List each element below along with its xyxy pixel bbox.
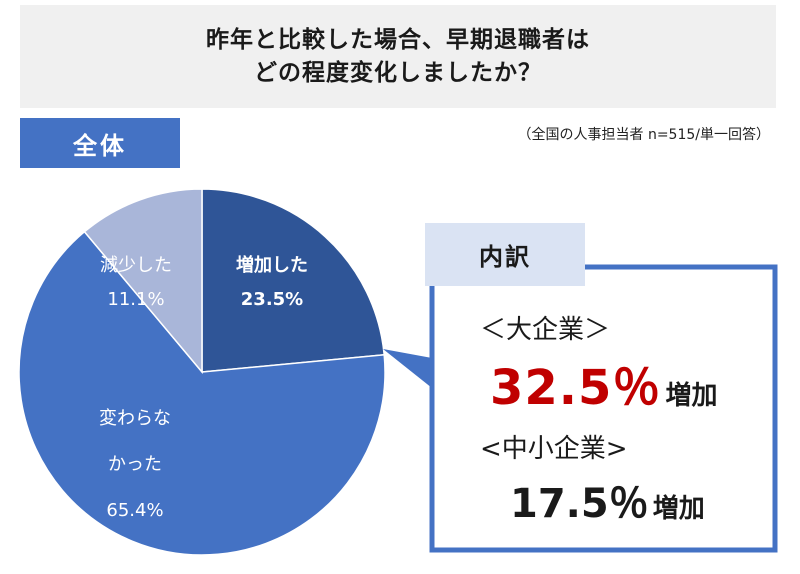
slice-label-decrease: 減少した 11.1% (86, 249, 186, 317)
slice-name-decrease: 減少した (100, 255, 172, 276)
slice-name-unchanged-1: 変わらな (99, 408, 171, 429)
breakdown-header: 内訳 (425, 223, 585, 286)
suffix-sme: 増加 (652, 494, 705, 524)
slice-value-decrease: 11.1% (107, 289, 165, 310)
title-bar: 昨年と比較した場合、早期退職者は どの程度変化しましたか？ (20, 5, 776, 108)
value-large: 32.5％ (490, 360, 662, 416)
slice-value-unchanged: 65.4% (106, 500, 164, 521)
slice-name-unchanged-2: かった (108, 454, 162, 475)
callout-connector (383, 349, 432, 388)
pie-slice-unchanged (18, 230, 386, 556)
category-large: ＜大企業＞ (480, 315, 611, 345)
pie-slice-decrease (83, 188, 203, 375)
slice-label-increase: 増加した 23.5% (222, 249, 322, 317)
suffix-large: 増加 (665, 381, 718, 411)
sample-note: （全国の人事担当者 n=515/単一回答） (517, 127, 771, 143)
value-sme: 17.5％ (510, 481, 649, 527)
slice-name-increase: 増加した (236, 255, 308, 276)
value-row-large: 32.5％ 増加 (490, 348, 717, 418)
title-line-1: 昨年と比較した場合、早期退職者は (206, 26, 590, 53)
title-line-2: どの程度変化しましたか？ (254, 59, 542, 86)
category-sme: <中小企業> (480, 434, 628, 464)
slice-label-unchanged: 変わらな かった 65.4% (80, 396, 190, 534)
value-row-sme: 17.5％ 増加 (510, 471, 705, 529)
segment-badge: 全体 (20, 118, 180, 168)
pie-slice-increase (201, 188, 386, 373)
breakdown-box (429, 264, 778, 553)
slice-value-increase: 23.5% (240, 289, 304, 310)
